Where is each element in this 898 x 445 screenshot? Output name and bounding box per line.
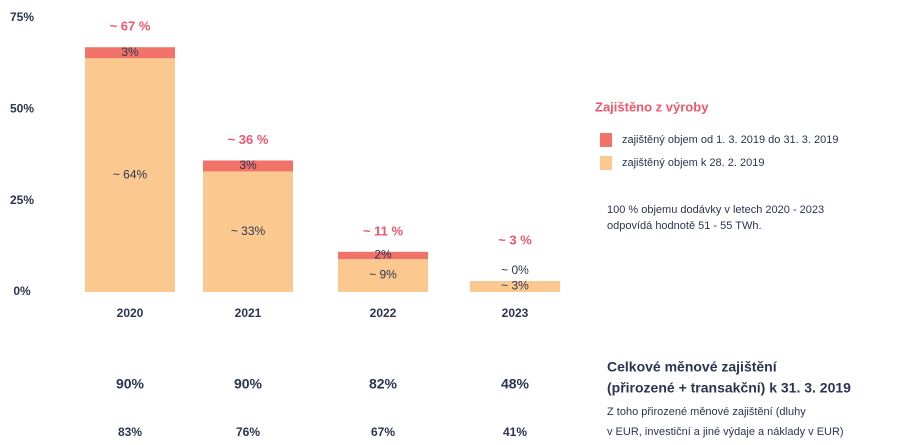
bar-segment bbox=[338, 251, 428, 260]
note: 100 % objemu dodávky v letech 2020 - 202… bbox=[607, 204, 824, 216]
row-title: v EUR, investiční a jiné výdaje a náklad… bbox=[607, 426, 844, 438]
note: odpovídá hodnotě 51 - 55 TWh. bbox=[607, 220, 762, 232]
table-value: 90% bbox=[116, 376, 145, 392]
segment-label: ~ 0% bbox=[501, 263, 529, 277]
total-label: ~ 67 % bbox=[110, 19, 151, 34]
segment-label: 2% bbox=[374, 248, 392, 262]
segment-label: ~ 9% bbox=[369, 268, 397, 282]
segment-label: ~ 3% bbox=[501, 279, 529, 293]
total-label: ~ 11 % bbox=[363, 223, 404, 238]
y-tick-label: 50% bbox=[10, 102, 34, 116]
x-tick-label: 2021 bbox=[235, 306, 262, 320]
bar-segment bbox=[470, 281, 560, 292]
legend-swatch bbox=[600, 133, 612, 147]
legend-title: Zajištěno z výroby bbox=[595, 99, 709, 114]
table-value: 67% bbox=[371, 425, 395, 439]
x-tick-label: 2023 bbox=[502, 306, 529, 320]
table-value: 76% bbox=[236, 425, 260, 439]
x-tick-label: 2022 bbox=[370, 306, 397, 320]
x-tick-label: 2020 bbox=[117, 306, 144, 320]
segment-label: 3% bbox=[239, 158, 257, 172]
y-tick-label: 0% bbox=[13, 284, 31, 298]
bar-segment bbox=[203, 160, 293, 172]
total-label: ~ 3 % bbox=[498, 232, 532, 247]
table-value: 41% bbox=[503, 425, 527, 439]
bar-segment bbox=[338, 259, 428, 292]
segment-label: ~ 33% bbox=[231, 224, 266, 238]
legend-label: zajištěný objem od 1. 3. 2019 do 31. 3. … bbox=[622, 134, 839, 146]
table-value: 82% bbox=[369, 376, 398, 392]
table-value: 48% bbox=[501, 376, 530, 392]
legend-swatch bbox=[600, 156, 612, 170]
total-label: ~ 36 % bbox=[228, 132, 269, 147]
row-title: Z toho přirozené měnové zajištění (dluhy bbox=[607, 406, 806, 418]
row-title: Celkové měnové zajištění bbox=[607, 359, 778, 375]
table-value: 90% bbox=[234, 376, 263, 392]
segment-label: ~ 64% bbox=[113, 167, 148, 181]
bar-segment bbox=[85, 47, 175, 59]
bar-segment bbox=[203, 171, 293, 292]
y-tick-label: 75% bbox=[10, 10, 34, 24]
table-value: 83% bbox=[118, 425, 142, 439]
y-tick-label: 25% bbox=[10, 193, 34, 207]
legend-label: zajištěný objem k 28. 2. 2019 bbox=[622, 157, 764, 169]
bar-segment bbox=[85, 58, 175, 292]
segment-label: 3% bbox=[121, 45, 139, 59]
row-title: (přirozené + transakční) k 31. 3. 2019 bbox=[607, 380, 851, 396]
